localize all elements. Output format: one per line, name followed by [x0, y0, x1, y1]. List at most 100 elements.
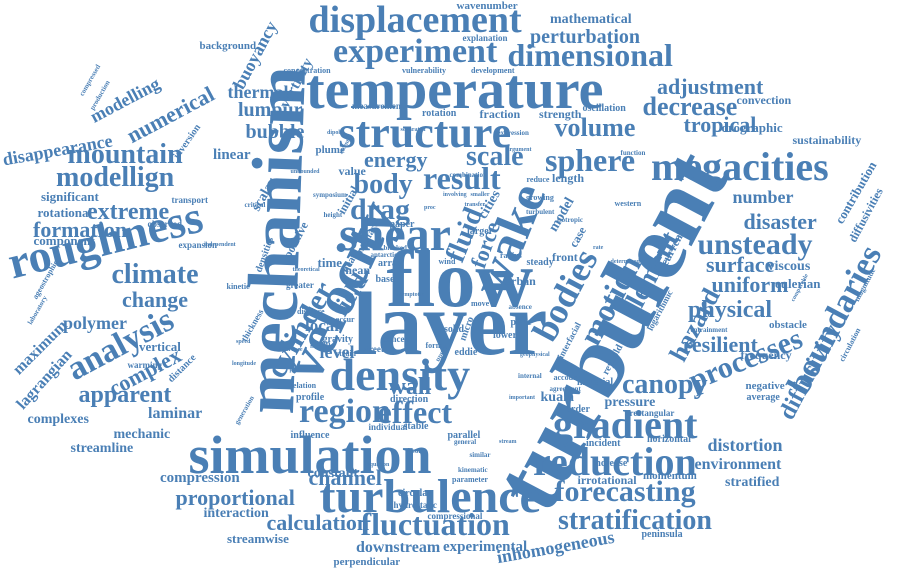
- cloud-word: paper: [389, 219, 415, 230]
- cloud-word: simulation: [188, 425, 432, 485]
- cloud-word: plate: [510, 317, 532, 328]
- cloud-word: unbounded: [290, 169, 320, 175]
- cloud-word: temperature: [306, 59, 604, 121]
- cloud-word: linear: [213, 146, 251, 163]
- cloud-word: influence: [290, 430, 330, 441]
- cloud-word: average: [746, 392, 780, 403]
- cloud-word: wall: [388, 374, 432, 400]
- cloud-word: occur: [335, 315, 355, 324]
- cloud-word: component: [33, 232, 95, 248]
- cloud-word: warming: [127, 359, 163, 370]
- cloud-word: separated: [400, 127, 426, 133]
- cloud-word: observed: [147, 218, 183, 229]
- cloud-word: theory: [405, 446, 425, 455]
- cloud-word: perturbation: [530, 26, 640, 48]
- cloud-word: kinematic: [458, 465, 488, 474]
- cloud-word: drag: [350, 193, 410, 226]
- cloud-word: laminar: [148, 405, 203, 422]
- cloud-word: independent: [204, 242, 236, 248]
- cloud-word: effect: [377, 394, 453, 430]
- cloud-word: explanation: [462, 32, 508, 43]
- cloud-word: profile: [296, 392, 325, 403]
- cloud-word: extreme: [87, 199, 170, 225]
- cloud-word: combination: [449, 170, 487, 179]
- cloud-word: transfer: [464, 202, 486, 208]
- cloud-word: strain: [336, 349, 356, 358]
- cloud-word: gravity: [322, 334, 354, 345]
- cloud-word: lower: [493, 330, 517, 341]
- cloud-word: mathematical: [550, 12, 632, 27]
- cloud-word: channel: [308, 465, 382, 490]
- cloud-word: mechanic: [113, 427, 171, 442]
- cloud-word: incident: [586, 438, 621, 449]
- cloud-word: downstream: [356, 539, 441, 556]
- cloud-word: general: [454, 437, 477, 446]
- cloud-word: local: [305, 315, 339, 335]
- cloud-word: displacement: [308, 0, 522, 41]
- cloud-word: wavenumber: [456, 0, 518, 12]
- cloud-word: difference: [277, 347, 303, 353]
- cloud-word: determined: [610, 259, 640, 265]
- cloud-word: negative: [745, 379, 785, 392]
- cloud-word: important: [509, 395, 535, 401]
- cloud-word: eddie: [454, 347, 478, 358]
- cloud-word: energy: [364, 147, 428, 172]
- cloud-word: radius: [500, 251, 522, 260]
- cloud-word: length: [552, 171, 585, 185]
- cloud-word: absence: [508, 302, 532, 311]
- cloud-word: region: [299, 393, 391, 430]
- cloud-word: smaller: [470, 192, 490, 198]
- cloud-word: vulnerability: [402, 66, 447, 75]
- cloud-word: asymptotic: [396, 292, 424, 298]
- cloud-word: compressional: [427, 510, 483, 521]
- cloud-word: wind: [438, 257, 456, 266]
- cloud-word: larger: [467, 226, 494, 237]
- cloud-word: form: [425, 341, 443, 350]
- cloud-word: mean: [342, 263, 370, 277]
- cloud-word: irrotational: [577, 473, 637, 487]
- cloud-word: theoretical: [292, 267, 320, 273]
- cloud-word: rotation: [422, 108, 457, 119]
- cloud-word: pressure: [604, 395, 656, 410]
- cloud-word: displace: [297, 307, 325, 316]
- cloud-word: stream: [499, 439, 517, 445]
- cloud-word: reduction: [533, 439, 697, 484]
- cloud-word: strength: [539, 107, 582, 121]
- cloud-word: body: [353, 169, 413, 200]
- cloud-word: base: [375, 274, 395, 285]
- cloud-word: experiment: [333, 33, 498, 70]
- cloud-word: rectangular: [629, 407, 675, 418]
- cloud-word: time: [317, 254, 343, 270]
- cloud-word: transport: [171, 194, 209, 205]
- cloud-word: rate: [593, 245, 604, 251]
- cloud-word: gradient: [553, 402, 698, 447]
- cloud-word: distortion: [707, 435, 783, 455]
- cloud-word: peninsula: [641, 529, 683, 540]
- cloud-word: critical: [244, 200, 266, 209]
- cloud-word: shear: [339, 208, 451, 261]
- cloud-word: urban: [504, 274, 536, 288]
- cloud-word: streamline: [70, 441, 134, 456]
- cloud-word: dipole: [327, 130, 343, 136]
- cloud-word: uniform: [711, 272, 789, 297]
- cloud-word: longitude: [232, 361, 257, 367]
- cloud-word: density: [329, 349, 471, 400]
- cloud-word: concept: [383, 333, 413, 344]
- cloud-word: symposium: [313, 190, 347, 199]
- cloud-word: height: [323, 210, 343, 219]
- cloud-word: expression: [497, 128, 529, 137]
- cloud-word: material: [577, 377, 614, 388]
- cloud-word: kuala: [540, 390, 574, 405]
- cloud-word: internal: [518, 371, 542, 380]
- cloud-word: similar: [469, 450, 491, 459]
- cloud-word: relation: [289, 381, 317, 390]
- cloud-word: value: [338, 164, 366, 178]
- cloud-word: calculation: [266, 510, 370, 535]
- cloud-word: laboratory: [26, 293, 49, 326]
- cloud-word: turbulent: [526, 207, 555, 216]
- cloud-word: equation: [367, 462, 390, 468]
- cloud-word: number: [732, 187, 794, 207]
- cloud-word: environment: [694, 456, 782, 473]
- cloud-word: solid: [444, 324, 465, 335]
